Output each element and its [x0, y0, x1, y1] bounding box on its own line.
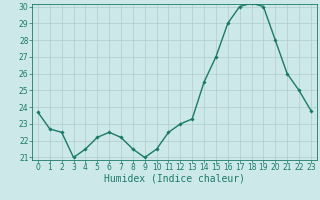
- X-axis label: Humidex (Indice chaleur): Humidex (Indice chaleur): [104, 174, 245, 184]
